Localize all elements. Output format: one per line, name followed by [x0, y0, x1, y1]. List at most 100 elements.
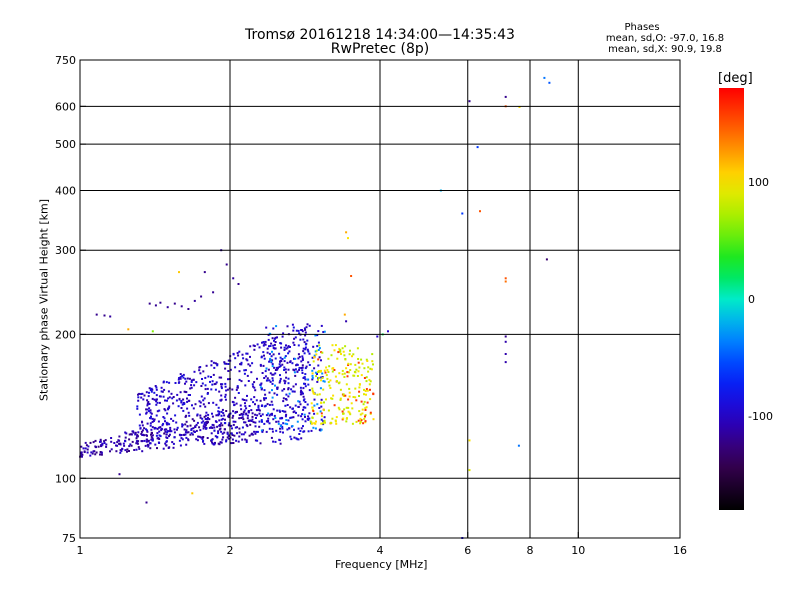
data-point — [118, 442, 121, 445]
data-point — [313, 393, 316, 395]
data-point — [127, 328, 130, 331]
data-point — [259, 363, 262, 366]
data-point — [299, 403, 302, 406]
data-point — [132, 431, 135, 434]
data-point — [211, 415, 214, 418]
data-point — [339, 349, 342, 352]
data-point — [290, 416, 293, 419]
data-point — [146, 440, 149, 443]
data-point — [263, 389, 266, 392]
data-point — [292, 326, 295, 329]
data-point — [115, 444, 117, 447]
data-point — [235, 402, 238, 405]
data-point — [260, 382, 263, 385]
data-point — [162, 422, 165, 425]
data-point — [341, 373, 344, 376]
data-point — [227, 434, 230, 437]
phase-stats-header: Phases — [624, 22, 660, 33]
data-point — [161, 390, 164, 393]
data-point — [318, 347, 321, 350]
data-point — [357, 361, 360, 364]
data-point — [155, 394, 158, 397]
data-point — [304, 343, 307, 346]
data-point — [191, 404, 193, 407]
data-point — [246, 414, 249, 417]
data-point — [218, 419, 221, 422]
data-point — [151, 437, 154, 440]
data-point — [247, 363, 250, 366]
data-point — [232, 420, 235, 423]
data-point — [211, 380, 214, 383]
data-point — [134, 433, 137, 436]
data-point — [193, 370, 196, 373]
data-point — [128, 450, 130, 452]
data-point — [188, 414, 191, 417]
data-point — [279, 410, 281, 413]
data-point — [275, 366, 278, 369]
data-point — [213, 366, 216, 369]
data-point — [363, 388, 365, 391]
data-point — [304, 378, 307, 381]
data-point — [260, 356, 263, 359]
data-point — [304, 385, 307, 388]
data-point — [79, 454, 82, 457]
data-point — [283, 388, 286, 391]
data-point — [347, 237, 349, 240]
data-point — [356, 375, 359, 377]
data-point — [317, 330, 320, 333]
data-point — [304, 334, 307, 337]
data-point — [149, 424, 152, 427]
data-point — [224, 382, 227, 385]
data-point — [165, 428, 168, 431]
data-point — [307, 383, 310, 386]
data-point — [271, 373, 274, 376]
data-point — [255, 430, 258, 433]
data-point — [199, 429, 202, 432]
data-point — [366, 360, 369, 362]
data-point — [234, 420, 237, 423]
data-point — [243, 409, 246, 412]
data-point — [214, 420, 217, 423]
data-point — [99, 440, 101, 443]
data-point — [298, 400, 301, 403]
data-point — [146, 404, 149, 407]
colorbar: 100 0 -100 — [719, 88, 773, 510]
data-point — [468, 100, 471, 103]
data-point — [199, 372, 202, 375]
data-point — [103, 440, 106, 443]
data-point — [269, 413, 272, 416]
data-point — [128, 438, 131, 441]
data-point — [140, 396, 143, 399]
data-point — [221, 438, 224, 441]
data-point — [237, 283, 240, 285]
data-point — [165, 423, 168, 426]
data-point — [294, 383, 297, 386]
data-point — [313, 412, 316, 415]
data-point — [358, 390, 361, 393]
data-point — [310, 421, 313, 424]
data-point — [300, 329, 303, 331]
data-point — [248, 405, 251, 407]
data-point — [298, 366, 301, 369]
data-point — [302, 395, 305, 398]
data-point — [230, 432, 233, 435]
data-point — [243, 421, 246, 424]
data-point — [241, 416, 244, 419]
data-point — [504, 353, 507, 355]
data-point — [254, 389, 257, 392]
data-point — [226, 436, 229, 439]
data-point — [134, 431, 137, 434]
data-point — [147, 445, 150, 448]
data-point — [293, 428, 295, 431]
colorbar-label: [deg] — [718, 71, 753, 86]
data-point — [237, 392, 240, 394]
data-point — [348, 411, 351, 414]
data-point — [131, 430, 134, 433]
data-point — [273, 366, 276, 369]
data-point — [320, 428, 323, 431]
data-point — [138, 413, 141, 416]
data-point — [199, 416, 202, 419]
data-point — [176, 393, 179, 396]
data-point — [178, 271, 180, 274]
data-point — [181, 425, 184, 428]
